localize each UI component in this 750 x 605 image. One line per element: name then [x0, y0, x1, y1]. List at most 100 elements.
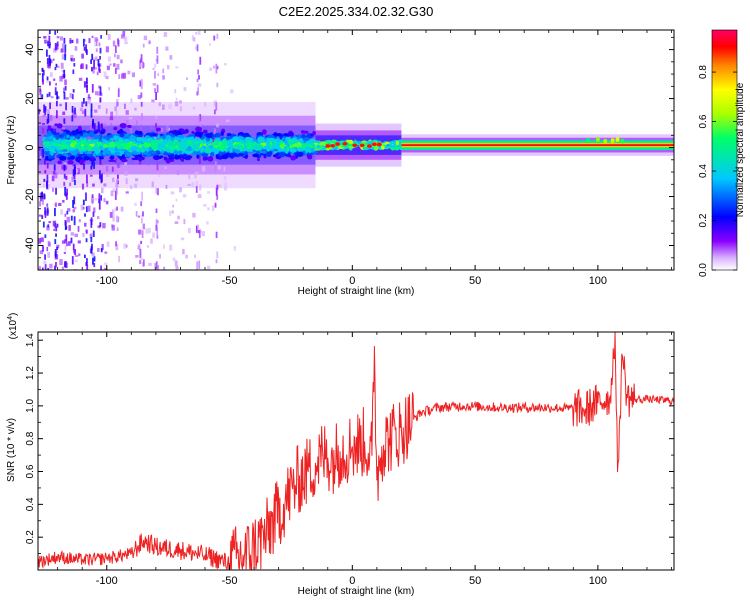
spectrogram-streak — [63, 91, 66, 100]
spectrogram-streak — [84, 108, 87, 117]
spectrogram-streak — [84, 213, 86, 217]
spectrogram-streak — [139, 63, 142, 68]
spectrogram-speckle — [109, 211, 113, 218]
snr-data-point — [297, 479, 299, 481]
spectrogram-streak — [196, 268, 198, 270]
spectrogram-blob — [62, 129, 69, 132]
spectrogram-speckle — [103, 183, 107, 187]
spectrogram-streak — [198, 115, 201, 123]
spectrogram-blob — [119, 122, 127, 129]
spectrogram-streak — [215, 259, 218, 264]
spectrogram-streak — [46, 162, 49, 169]
spectrogram-streak — [156, 227, 159, 237]
spectrogram-blob — [221, 153, 229, 160]
spectrogram-speckle — [123, 36, 128, 42]
spectrogram-blob — [292, 143, 299, 148]
spectrogram-speckle — [62, 111, 66, 115]
colorbar-ticks: 0.0 0.2 0.4 0.6 0.8 — [698, 65, 737, 277]
spectrogram-speckle — [175, 265, 179, 270]
spectrogram-speckle — [72, 209, 76, 213]
spectrogram-speckle — [165, 46, 169, 51]
spectrogram-streak — [46, 174, 49, 183]
spectrogram-streak — [56, 91, 58, 96]
spectrogram-streak — [48, 43, 51, 49]
spectrogram-speckle — [93, 207, 96, 213]
spectrogram-streak — [44, 254, 46, 260]
spectrogram-streak — [117, 90, 120, 98]
spectrogram-streak — [213, 35, 216, 41]
spectrogram-streak — [72, 89, 75, 93]
spectrogram-peak — [352, 143, 358, 148]
spectrogram-speckle — [80, 64, 83, 69]
spectrogram-blob — [137, 134, 143, 138]
spectrogram-speckle — [201, 166, 206, 172]
spectrogram-frame — [37, 29, 675, 271]
spectrogram-speckle — [61, 266, 64, 270]
spectrogram-blob — [212, 141, 216, 147]
snr-data-point — [339, 451, 341, 453]
spectrogram-speckle — [103, 123, 107, 127]
spectrogram-blob — [386, 143, 390, 147]
spectrogram-speckle — [150, 126, 153, 130]
spectrogram-speckle — [38, 265, 42, 270]
spectrogram-streak — [71, 256, 74, 265]
spectrogram-blob — [152, 155, 161, 161]
spectrogram-streak — [156, 84, 159, 93]
spectrogram-streak — [54, 87, 57, 96]
spectrogram-streak — [85, 238, 88, 243]
snr-data-point — [371, 454, 373, 456]
spectrogram-speckle — [176, 170, 180, 175]
spectrogram-blob — [136, 154, 143, 158]
spectrogram-blob — [130, 145, 139, 151]
snr-data-point — [228, 562, 231, 565]
spectrogram-speckle — [199, 184, 202, 191]
spectrogram-speckle — [134, 183, 138, 188]
spectrogram-speckle — [97, 225, 101, 228]
spectrogram-blob — [99, 145, 103, 150]
spectrogram-speckle — [95, 40, 98, 47]
spectrogram-blob — [205, 140, 210, 147]
spectrogram-speckle — [127, 70, 131, 75]
spectrogram-blob — [131, 151, 138, 155]
spectrogram-streak — [73, 171, 76, 180]
spectrogram-streak — [196, 44, 199, 52]
spectrogram-streak — [116, 102, 119, 107]
spectrogram-speckle — [191, 35, 194, 41]
spectrogram-peak — [330, 143, 336, 148]
spectrogram-streak — [99, 47, 102, 54]
spectrogram-speckle — [50, 96, 54, 99]
spectrogram-streak — [46, 93, 49, 98]
spectrogram-streak — [90, 237, 93, 243]
spectrogram-speckle — [110, 190, 114, 197]
spectrogram-blob — [79, 159, 84, 166]
spectrogram-speckle — [51, 175, 55, 182]
spectrogram-blob — [102, 136, 109, 140]
spectrogram-streak — [46, 58, 49, 64]
spectrogram-streak — [41, 67, 44, 72]
x-tick-label: 50 — [469, 275, 481, 287]
spectrogram-speckle — [46, 203, 49, 207]
spectrogram-streak — [115, 215, 118, 223]
spectrogram-blob — [69, 155, 75, 160]
spectrogram-speckle — [81, 110, 85, 115]
spectrogram-speckle — [94, 42, 97, 47]
spectrogram-streak — [140, 54, 143, 63]
spectrogram-speckle — [142, 223, 145, 230]
spectrogram-blob — [289, 147, 297, 153]
spectrogram-blob — [144, 135, 150, 139]
spectrogram-streak — [155, 123, 158, 128]
spectrogram-blob — [287, 139, 294, 144]
spectrogram-speckle — [89, 124, 92, 130]
spectrogram-speckle — [80, 204, 84, 211]
spectrogram-blob — [138, 157, 143, 162]
spectrogram-speckle — [158, 174, 161, 177]
spectrogram-blob — [86, 153, 92, 157]
spectrogram-speckle — [41, 149, 44, 155]
snr-data-point — [265, 533, 267, 535]
snr-series-line — [38, 332, 674, 570]
spectrogram-speckle — [134, 202, 137, 206]
spectrogram-speckle — [73, 206, 77, 210]
y-tick-label: 1.0 — [25, 398, 36, 412]
spectrogram-streak — [90, 109, 93, 118]
